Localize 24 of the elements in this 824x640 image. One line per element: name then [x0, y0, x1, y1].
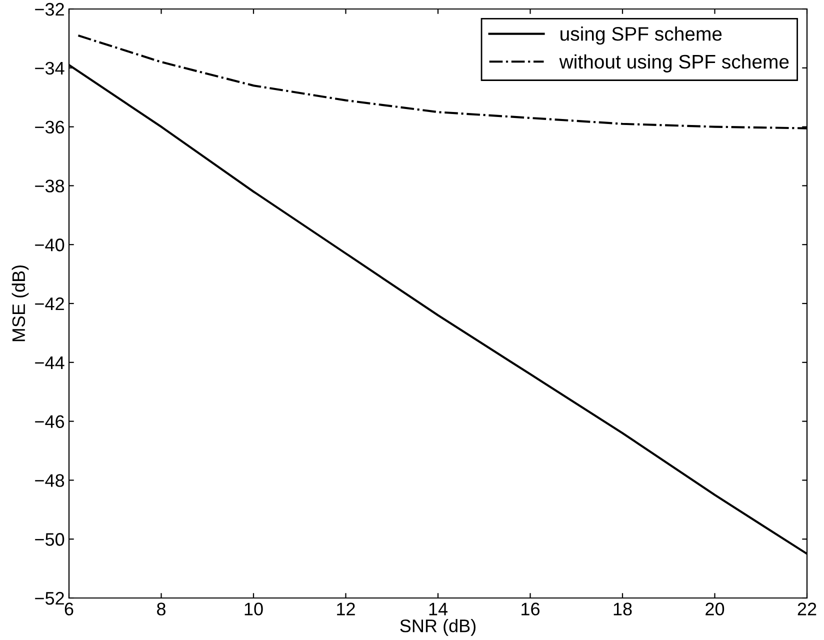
y-tick-label: −34 [35, 62, 64, 75]
y-tick-label: −50 [35, 533, 64, 546]
x-tick-label: 16 [522, 602, 540, 616]
x-tick-label: 6 [64, 602, 74, 616]
y-tick-label: −36 [35, 120, 64, 134]
y-tick-label: −38 [35, 180, 64, 192]
x-tick-label: 14 [429, 602, 448, 616]
y-tick-label: −40 [35, 238, 64, 252]
y-tick-label: −32 [35, 2, 64, 16]
legend-label: without using SPF scheme [559, 54, 789, 72]
x-tick-label: 22 [798, 602, 816, 616]
y-tick-label: −52 [35, 592, 64, 605]
legend-label: using SPF scheme [560, 26, 722, 45]
y-tick-label: −46 [35, 415, 64, 428]
x-axis-title: SNR (dB) [400, 619, 476, 636]
y-tick-label: −42 [35, 297, 64, 310]
x-tick-label: 8 [157, 602, 166, 616]
x-tick-label: 12 [337, 602, 355, 616]
x-tick-label: 10 [244, 602, 263, 616]
x-tick-label: 20 [706, 602, 724, 616]
x-tick-label: 18 [614, 602, 632, 616]
y-tick-label: −44 [35, 356, 64, 369]
y-axis-title: MSE (dB) [12, 265, 29, 342]
y-tick-label: −48 [35, 474, 64, 487]
